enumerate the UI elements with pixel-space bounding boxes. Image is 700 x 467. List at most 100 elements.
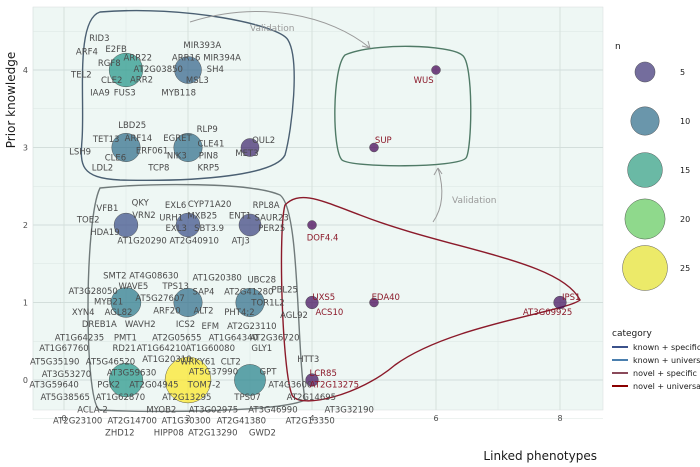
point-label: RID3 [89,34,109,44]
point-label: AT3G32190 [325,405,374,415]
bubble [238,213,262,237]
size-legend-key [630,106,660,136]
point-label: WRKY61 [180,357,216,367]
point-label: ACLA-2 [77,405,108,415]
point-label: TEL2 [70,71,92,81]
point-label: AT1G64340 [209,333,258,343]
point-label: RLP9 [197,125,218,135]
x-tick-label: 4 [309,414,314,423]
point-label: PGK2 [97,381,120,391]
point-label: AT1G60080 [186,344,235,354]
point-label: AT3G46990 [248,405,297,415]
y-tick-label: 2 [23,221,28,230]
point-label: AT3G09925 [523,308,572,318]
point-label: AT5G27607 [135,294,184,304]
arrowhead-right [433,167,443,176]
bubble [108,362,144,398]
point-label: VRN2 [132,211,156,221]
point-label: GWD2 [249,429,276,439]
bubble [111,133,141,162]
point-label: PBL25 [271,285,298,295]
validation-arrow-right [432,167,443,223]
point-label: PER25 [258,224,285,234]
size-legend: n 5 10 15 20 25 [615,42,690,291]
y-tick-label: 4 [23,66,28,75]
point-label: AT5G46520 [86,357,135,367]
bubble [369,142,379,153]
x-axis-title: Linked phenotypes [483,449,597,463]
point-label: AT2G13290 [188,429,237,439]
point-label: EXL3 [166,224,187,234]
bubble [175,212,201,238]
point-label: AGL92 [280,311,308,321]
point-label: AT1G20310 [142,355,191,365]
point-label: AT2G05655 [152,333,201,343]
point-label: TOR1L2 [250,299,284,309]
point-label: CLT2 [221,357,241,367]
validation-arrow-top [189,11,371,49]
point-label: TPS07 [233,393,261,403]
point-label: AT1G64235 [55,333,104,343]
size-legend-key [624,198,666,240]
point-label: AT1G20380 [192,274,241,284]
x-tick-label: 2 [185,414,190,423]
bubble [234,364,266,396]
bubble [431,65,441,75]
point-label: ATJ3 [232,237,250,247]
point-label: PIN8 [199,151,218,161]
point-label: IPS1 [562,293,580,303]
point-label: E2FB [105,45,127,55]
arrowhead-top [361,40,371,49]
point-label: SH4 [207,65,224,75]
point-label: ARR22 [124,54,152,64]
size-legend-label: 5 [680,68,685,77]
point-label: ALT2 [194,306,214,316]
point-label: TCP8 [147,164,169,174]
point-label: AT2G14695 [287,393,336,403]
point-label: LCR85 [309,369,336,379]
point-label: AT5G35190 [30,357,79,367]
point-label: EFM [202,322,220,332]
size-legend-key [634,61,656,83]
point-label: CLE41 [198,140,225,150]
point-label: HTT3 [297,355,319,365]
point-label: ZHD12 [105,429,135,439]
point-label: AT5G38565 [41,393,90,403]
category-legend-label: novel + universal [633,382,700,391]
point-label: UXS5 [312,293,335,303]
point-label: WAVH2 [125,320,156,330]
category-legend-label: known + specific [633,343,700,352]
bubble [110,287,142,318]
bubble [307,220,317,230]
bubble [235,288,265,317]
point-label: AT1G20290 [117,237,166,247]
x-tick-label: 0 [61,414,66,423]
point-label: AT5G37990 [189,367,238,377]
point-label: SAP4 [193,288,215,298]
point-label: AT2G13275 [310,381,359,391]
size-legend-key [627,152,663,188]
point-label: RGF8 [98,59,121,69]
point-label: AT2G13295 [162,393,211,403]
point-label: XYN4 [72,308,95,318]
point-label: ICS2 [176,320,195,330]
bubble [164,356,212,404]
point-label: VFB1 [96,204,118,214]
validation-annotation-top: Validation [250,24,294,34]
size-legend-label: 10 [680,117,690,126]
point-label: IAA9 [90,88,110,98]
point-label: AT2G13350 [285,416,334,426]
point-label: AT3G59630 [107,368,156,378]
point-label: QKY [132,199,150,209]
point-label: ARF4 [76,47,98,57]
bubble [240,138,260,157]
bubble [553,295,567,310]
point-label: AT2G14700 [108,416,157,426]
point-label: TOE2 [76,216,100,226]
point-label: MSL3 [186,76,209,86]
point-label: PHT4;2 [224,308,254,318]
point-label: GLY1 [251,344,272,354]
bubble [369,297,379,308]
